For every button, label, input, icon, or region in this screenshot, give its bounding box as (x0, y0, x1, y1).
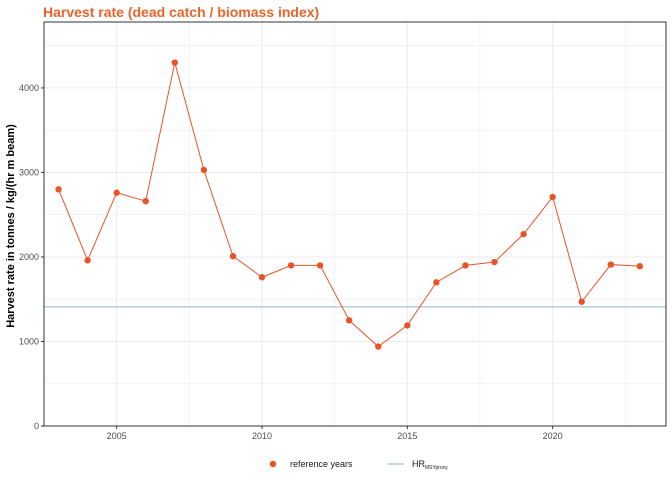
x-tick-label: 2005 (107, 431, 127, 441)
data-point (520, 230, 527, 238)
data-point (636, 263, 644, 270)
data-point (404, 322, 411, 329)
plot-panel-border (43, 21, 667, 427)
data-point (171, 59, 178, 66)
grid-layer (43, 22, 666, 426)
data-point (462, 262, 469, 269)
data-point (113, 189, 120, 196)
data-point (258, 274, 266, 281)
data-point (229, 252, 237, 260)
x-tick-label: 2020 (543, 431, 563, 441)
chart-title: Harvest rate (dead catch / biomass index… (43, 4, 319, 20)
data-point (491, 258, 498, 266)
data-point (287, 262, 295, 269)
y-axis-label: Harvest rate in tonnes / kg/(hr m beam) (5, 124, 17, 328)
data-point (200, 166, 208, 174)
x-tick-label: 2015 (397, 431, 417, 441)
data-point (55, 186, 62, 193)
legend-key-reference-years (269, 460, 277, 468)
data-point (316, 262, 324, 269)
y-tick-label: 0 (34, 421, 39, 431)
data-point (84, 257, 91, 264)
legend: reference years HRMSYproxy (269, 459, 448, 471)
axis-ticks: 0 1000 2000 3000 4000 2005 2010 2015 2020 (19, 83, 563, 441)
y-tick-label: 3000 (19, 167, 39, 177)
legend-label-hr-main: HR (412, 459, 425, 469)
legend-label-hr-sub: MSYproxy (425, 465, 448, 471)
legend-label-reference-years: reference years (290, 459, 353, 469)
data-point (345, 317, 353, 324)
y-tick-label: 2000 (19, 252, 39, 262)
data-point (142, 197, 149, 205)
y-tick-label: 4000 (19, 83, 39, 93)
data-point (607, 261, 614, 268)
data-point (549, 193, 556, 201)
data-points (55, 59, 644, 350)
legend-label-hr-msy: HRMSYproxy (412, 459, 448, 471)
y-tick-label: 1000 (19, 336, 39, 346)
data-point (578, 298, 585, 305)
data-point (433, 279, 440, 286)
x-tick-label: 2010 (252, 431, 272, 441)
data-point (375, 343, 382, 350)
